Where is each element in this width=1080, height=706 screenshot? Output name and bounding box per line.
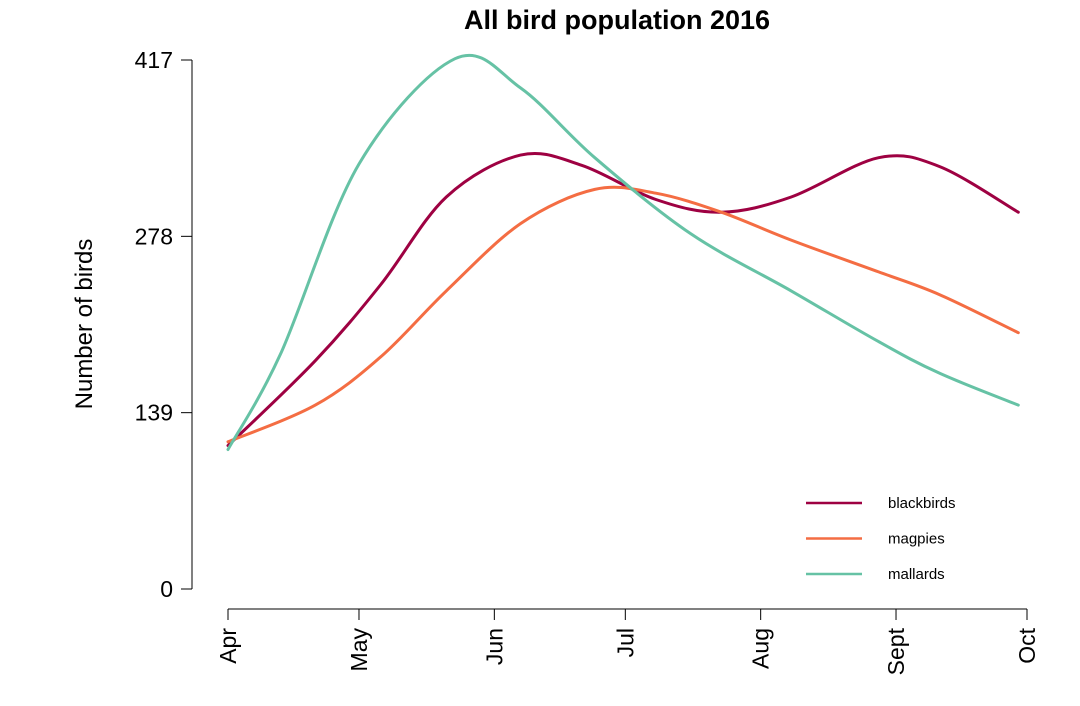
x-tick-label: Jun <box>481 628 507 665</box>
series-line-magpies <box>226 185 1020 444</box>
chart-title: All bird population 2016 <box>464 5 770 35</box>
legend: blackbirds magpies mallards <box>806 495 956 583</box>
x-tick-label: Oct <box>1014 627 1040 663</box>
y-tick-label: 278 <box>135 223 173 249</box>
series-line-mallards <box>226 53 1020 451</box>
legend-label-mallards: mallards <box>888 566 945 583</box>
y-tick-label: 417 <box>135 47 173 73</box>
y-tick-label: 139 <box>135 400 173 426</box>
legend-label-blackbirds: blackbirds <box>888 495 956 512</box>
x-axis-ticks: Apr May Jun Jul Aug Sept Oct <box>215 609 1040 675</box>
legend-label-magpies: magpies <box>888 531 945 548</box>
y-axis-label: Number of birds <box>71 239 98 410</box>
series-line-blackbirds <box>226 151 1020 448</box>
y-tick-label: 0 <box>160 576 173 602</box>
x-tick-label: Apr <box>215 628 241 664</box>
y-axis-ticks: 0 139 278 417 <box>135 47 192 602</box>
x-tick-label: Jul <box>612 628 638 657</box>
series-layer <box>226 53 1020 451</box>
x-tick-label: Aug <box>748 628 774 669</box>
x-tick-label: May <box>346 628 372 672</box>
x-tick-label: Sept <box>883 627 909 675</box>
